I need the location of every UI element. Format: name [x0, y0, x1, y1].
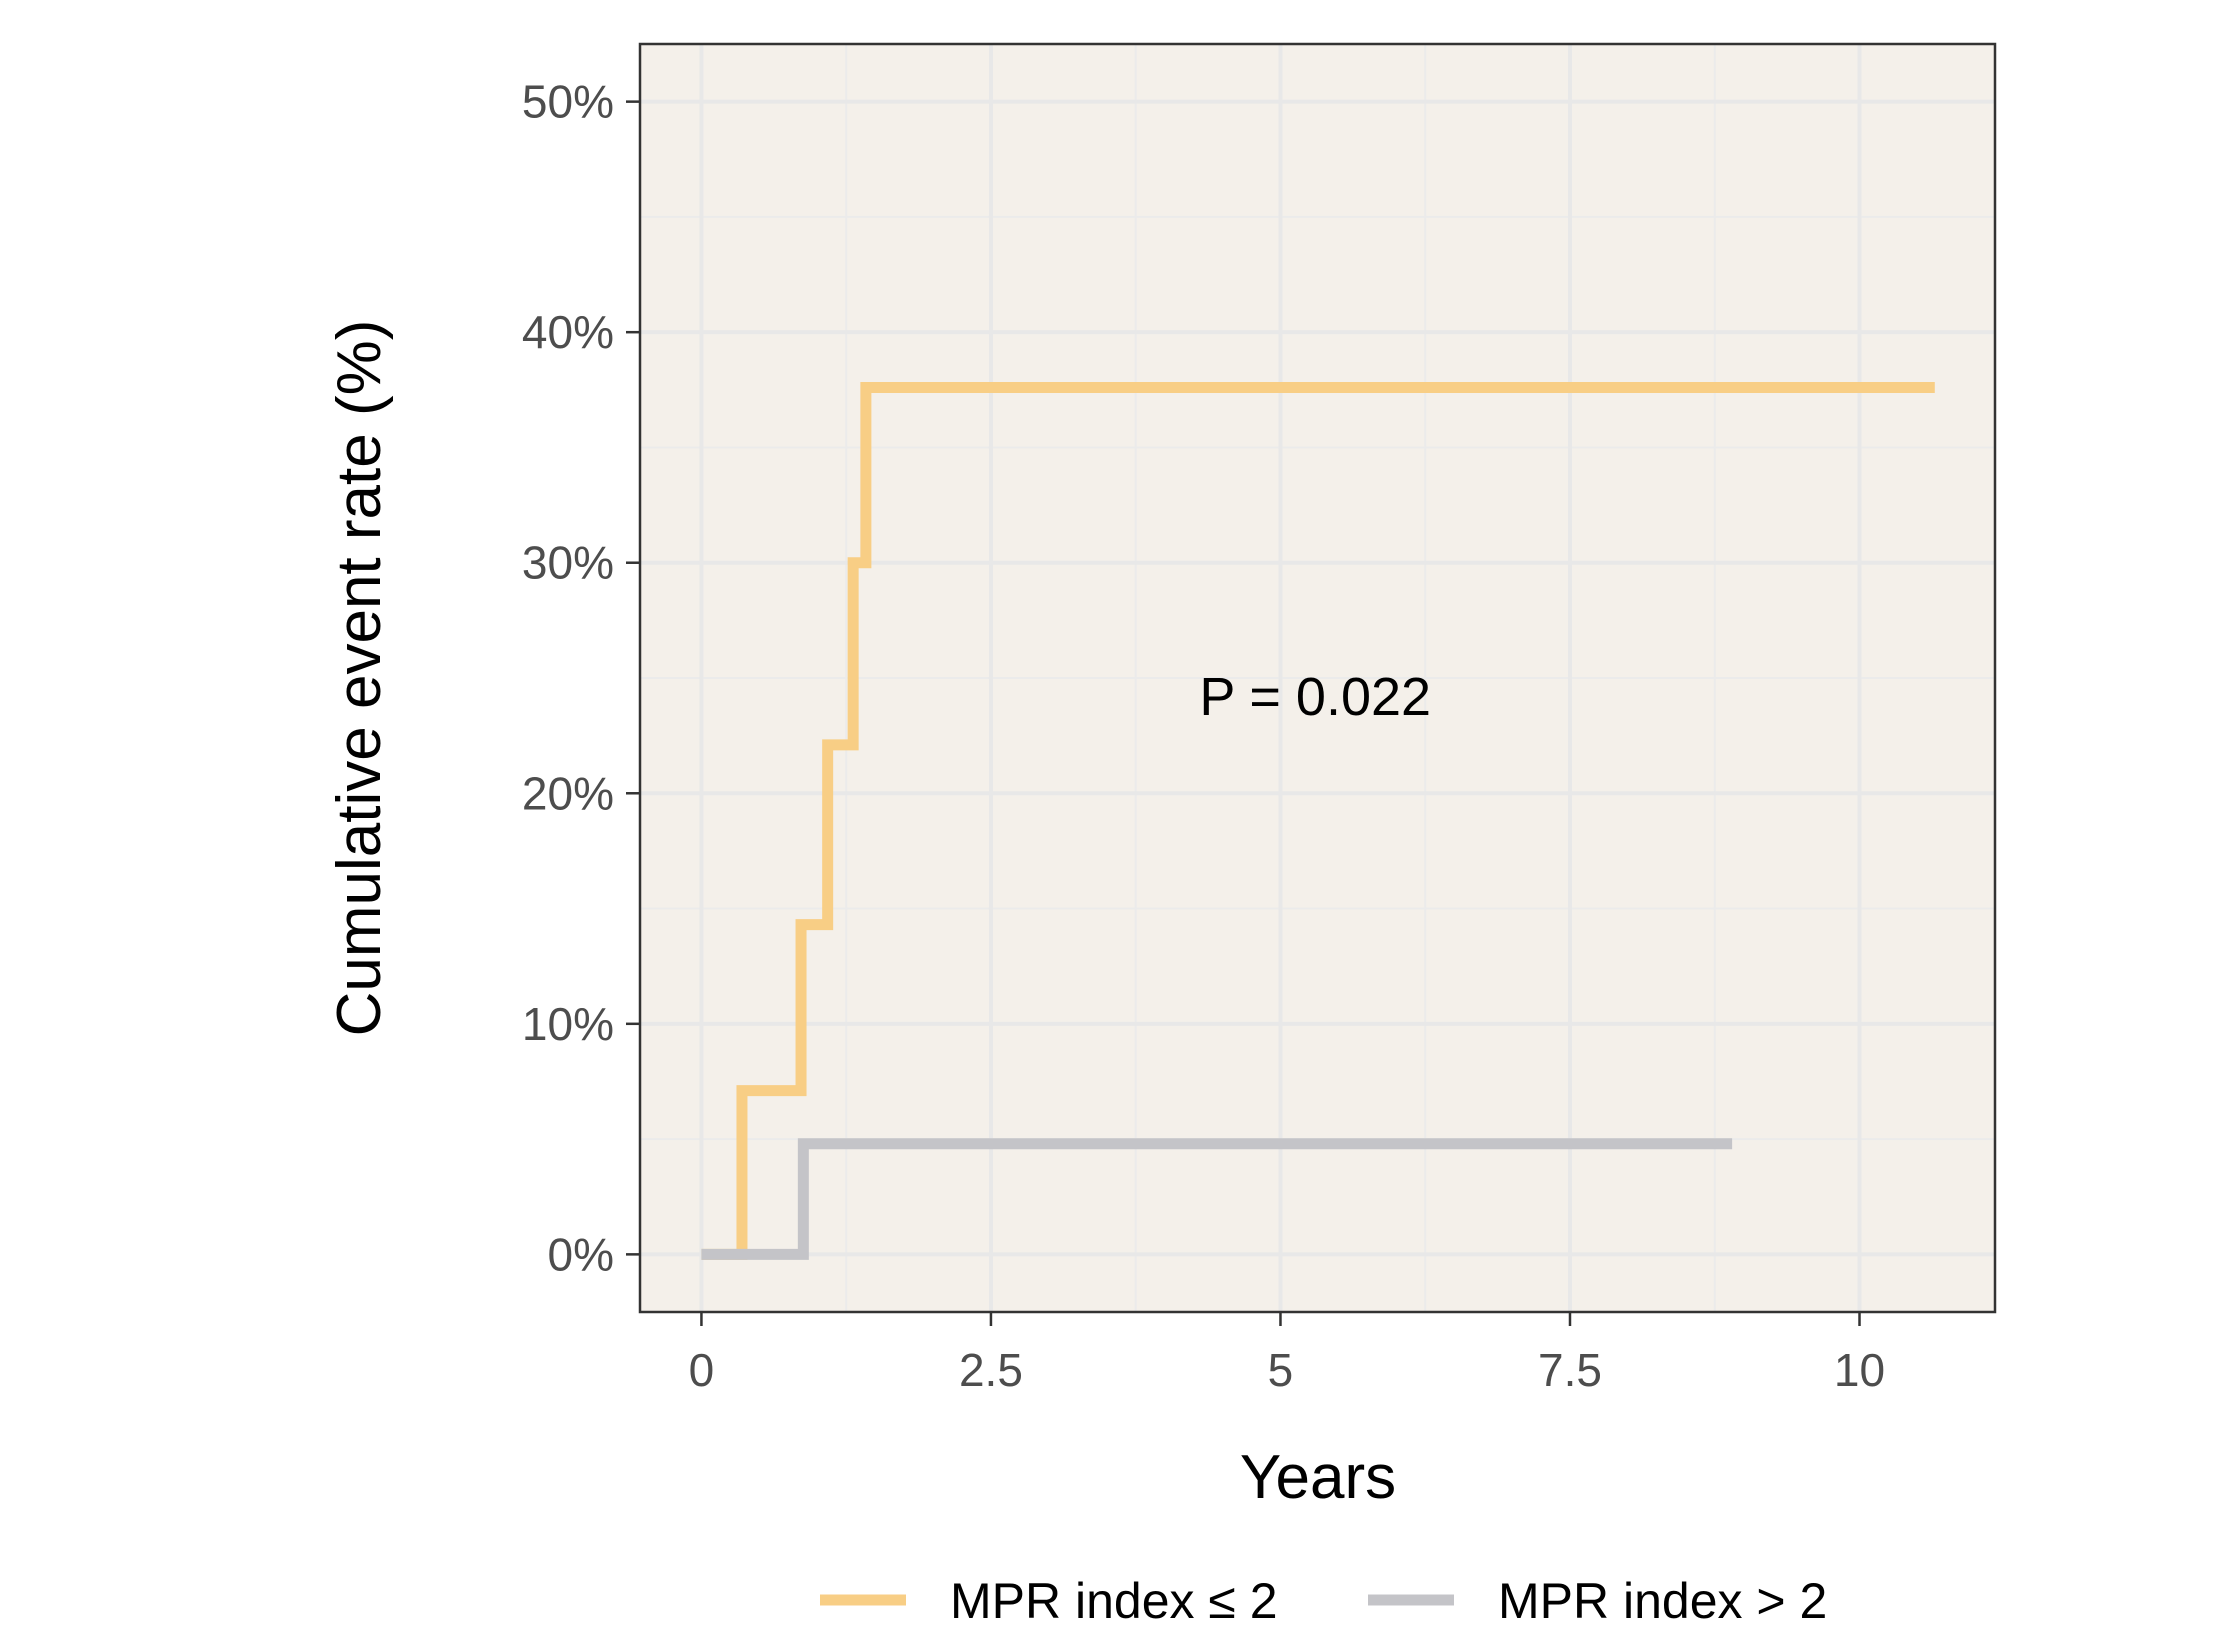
y-tick-label: 20% [522, 767, 614, 819]
y-tick-label: 40% [522, 306, 614, 358]
axes: 0 2.5 5 7.5 10 0% 10% 20% 30% 40% 50% [522, 76, 1885, 1396]
y-tick-label: 0% [548, 1228, 614, 1280]
grid-lines [640, 44, 1995, 1312]
p-value-annotation: P = 0.022 [1199, 667, 1431, 727]
series-lines [701, 382, 1935, 1260]
x-tick-label: 10 [1834, 1344, 1885, 1396]
plot-border [638, 42, 1997, 1314]
series-line-2 [701, 1138, 1733, 1260]
series-line-1 [701, 382, 1935, 1260]
legend-label-2: MPR index > 2 [1498, 1573, 1827, 1629]
y-tick-label: 30% [522, 537, 614, 589]
legend-label-1: MPR index ≤ 2 [950, 1573, 1278, 1629]
legend: MPR index ≤ 2 MPR index > 2 [820, 1573, 1827, 1629]
x-tick-label: 2.5 [959, 1344, 1023, 1396]
x-tick-label: 0 [689, 1344, 715, 1396]
x-tick-label: 7.5 [1538, 1344, 1602, 1396]
y-tick-label: 10% [522, 998, 614, 1050]
x-tick-label: 5 [1268, 1344, 1294, 1396]
x-axis-title: Years [1240, 1443, 1396, 1512]
y-axis-title: Cumulative event rate (%) [325, 320, 394, 1037]
y-tick-label: 50% [522, 76, 614, 128]
